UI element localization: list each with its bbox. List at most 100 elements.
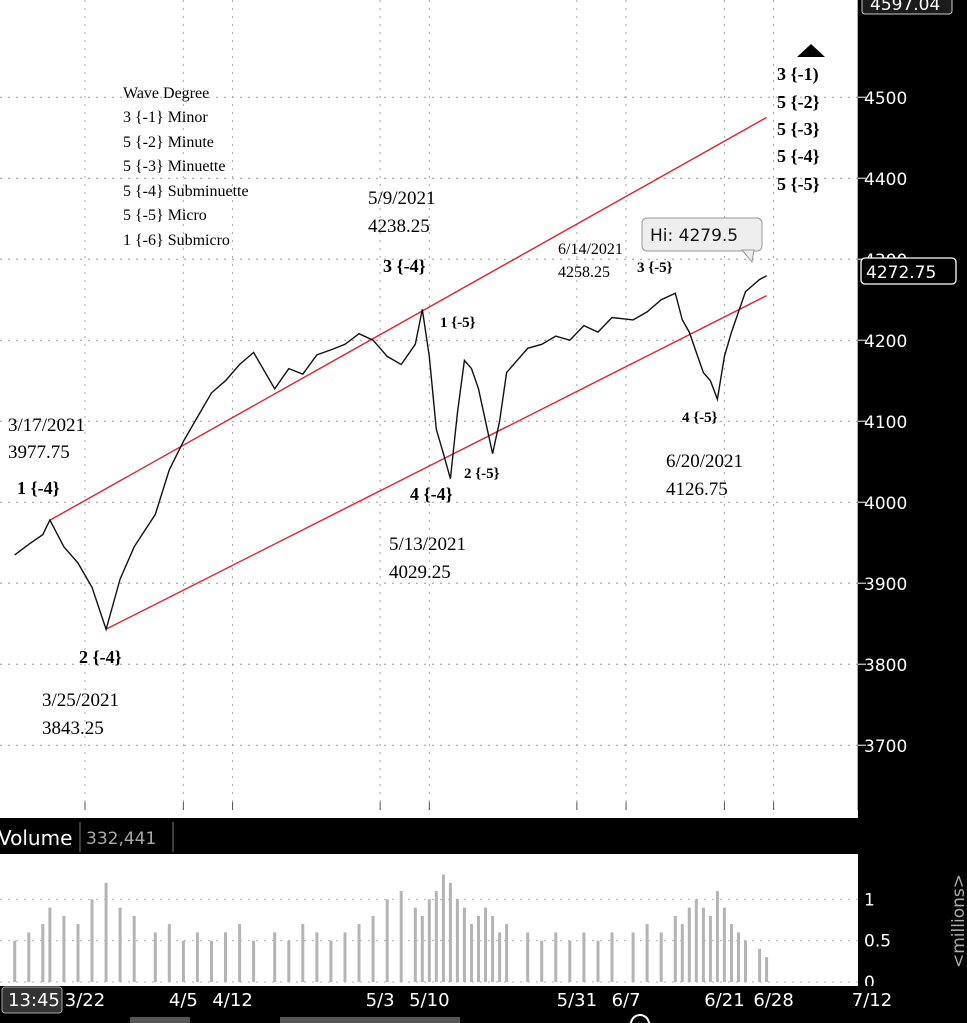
volume-bar (167, 924, 171, 982)
price-plot-area[interactable] (0, 0, 858, 810)
volume-bar (737, 932, 740, 982)
volume-bar (399, 891, 403, 982)
price-axis-ticks: 370038003900400041004200430044004500 (858, 89, 907, 757)
wave-label: 1 {-4} (17, 478, 60, 498)
volume-bar (680, 924, 684, 982)
volume-tick-label: 0 (864, 973, 875, 993)
high-tooltip-label: Hi: 4279.5 (650, 226, 738, 246)
price-axis-panel[interactable] (858, 0, 967, 1023)
volume-bar (441, 874, 445, 982)
time-tick-label: 5/31 (557, 990, 597, 1011)
time-tick-label: 3/22 (65, 990, 105, 1011)
pivot-price: 3843.25 (42, 718, 104, 739)
volume-bar (118, 907, 122, 982)
high-tooltip-box (641, 217, 763, 252)
high-tooltip-pointer (740, 249, 755, 264)
scrollbar-thumb[interactable] (130, 1017, 190, 1023)
zoom-icon[interactable] (630, 1014, 650, 1023)
volume-bar (673, 915, 677, 982)
volume-tick-label: 1 (864, 890, 875, 910)
volume-bar (730, 924, 733, 982)
volume-bar (13, 940, 17, 982)
volume-label: Volume (0, 826, 72, 850)
wave-stack-item: 5 {-5} (777, 174, 820, 194)
volume-bar (413, 907, 417, 982)
volume-bar (420, 915, 424, 982)
time-tick-label: 5/3 (366, 990, 395, 1011)
price-tick-label: 3800 (864, 656, 907, 676)
pivot-price: 4258.25 (558, 264, 610, 281)
volume-bar (462, 907, 466, 982)
legend-item: 5 {-3} Minuette (123, 158, 225, 175)
legend-item: 5 {-4} Subminuette (123, 183, 249, 200)
pivot-annotations: 3/17/2021 3977.75 1 {-4} 2 {-4} 3/25/202… (8, 188, 743, 739)
volume-bar (48, 907, 52, 982)
volume-bar (343, 932, 347, 982)
time-badge-label: 13:45 (8, 990, 60, 1011)
top-price-badge (861, 0, 953, 15)
volume-bar (722, 907, 726, 982)
volume-header (0, 818, 858, 854)
volume-axis-ticks: 10.50 (864, 890, 891, 993)
volume-bar (694, 899, 698, 982)
time-tick-label: 4/5 (169, 990, 198, 1011)
volume-bar (687, 907, 691, 982)
pivot-date: 3/17/2021 (8, 415, 85, 436)
wave-label: 2 {-4} (79, 647, 122, 667)
price-line (14, 275, 767, 632)
pivot-price: 4029.25 (389, 562, 451, 583)
volume-bar (715, 891, 719, 982)
last-price-badge (860, 257, 957, 285)
volume-bar (470, 924, 473, 982)
volume-bar (610, 932, 614, 982)
volume-unit-label: <millions> (949, 874, 967, 968)
wave-label: 2 {-5} (464, 466, 500, 482)
scrollbar-thumb-2[interactable] (280, 1017, 460, 1023)
volume-bar (195, 932, 199, 982)
wave-label: 1 {-5} (440, 315, 476, 331)
pivot-price: 4126.75 (666, 479, 728, 500)
volume-bar (357, 924, 361, 982)
pivot-date: 5/13/2021 (389, 534, 466, 555)
wave-stack-item: 3 {-1) (777, 64, 819, 85)
price-tick-label: 4400 (864, 170, 907, 190)
volume-value: 332,441 (86, 829, 156, 849)
volume-bar (210, 940, 213, 982)
volume-bar (526, 932, 530, 982)
volume-bar (224, 932, 227, 982)
time-badge (1, 986, 63, 1014)
volume-bar (448, 882, 452, 982)
time-tick-label: 5/10 (409, 990, 449, 1011)
volume-bar (132, 915, 136, 982)
time-axis-ticks: 3/22 4/5 4/12 5/3 5/10 5/31 6/7 6/21 6/28 7/12 (65, 990, 892, 1011)
volume-bar (455, 899, 459, 982)
volume-bar (631, 932, 635, 982)
price-tick-label: 4000 (864, 494, 907, 514)
volume-bar (554, 932, 558, 982)
volume-bar (744, 940, 747, 982)
volume-bar (659, 932, 663, 982)
time-axis-strip (0, 986, 967, 1023)
volume-bar (238, 924, 242, 982)
volume-bar (758, 948, 762, 982)
volume-bar (491, 915, 495, 982)
volume-bar (329, 940, 333, 982)
legend-item: 3 {-1} Minor (123, 109, 208, 126)
volume-bar (153, 932, 157, 982)
price-tick-label: 4100 (864, 413, 907, 433)
volume-bar (427, 899, 431, 982)
volume-bar (252, 940, 256, 982)
volume-bar (104, 882, 108, 982)
legend-title: Wave Degree (123, 85, 209, 102)
pivot-price: 3977.75 (8, 442, 70, 463)
volume-bar (371, 915, 375, 982)
price-tick-label: 4200 (864, 332, 907, 352)
volume-bar (41, 924, 45, 982)
volume-bar (27, 932, 31, 982)
volume-bar (701, 907, 705, 982)
top-price-label: 4597.04 (870, 0, 940, 15)
pivot-date: 5/9/2021 (368, 188, 436, 209)
volume-bar (287, 940, 291, 982)
up-arrow-icon (797, 44, 825, 57)
